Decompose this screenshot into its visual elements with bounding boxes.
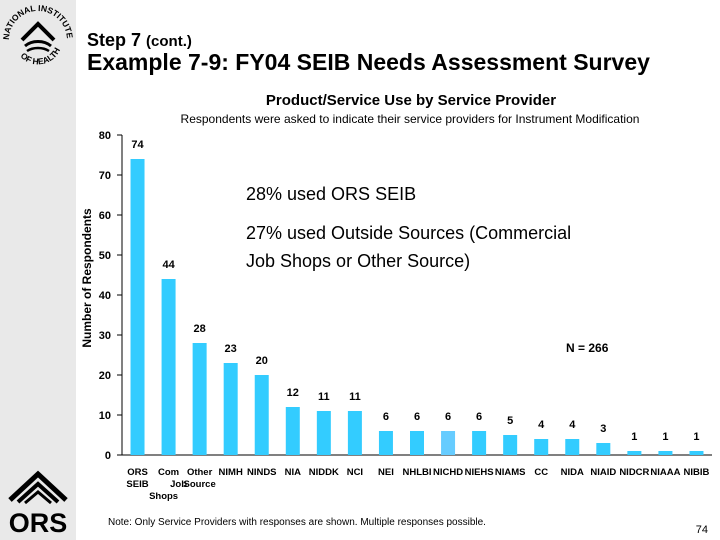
ors-logo: ORS [8,470,68,536]
x-category-label: NHLBI [402,467,431,478]
bar-value-label: 1 [631,431,637,443]
y-tick-label: 20 [99,370,111,382]
bar-value-label: 23 [225,343,237,355]
step-title: Step 7 (cont.) [87,30,192,51]
bar-value-label: 4 [569,419,576,431]
y-tick-label: 0 [105,450,111,462]
chart-subtitle: Respondents were asked to indicate their… [181,112,640,126]
bar-value-label: 11 [318,391,330,403]
x-category-label: NIA [285,467,302,478]
annotation-outside-sources-line1: 27% used Outside Sources (Commercial [246,223,572,243]
x-category-label: Com [158,467,179,478]
bar-value-label: 1 [693,431,699,443]
y-tick-label: 30 [99,330,111,342]
chart-title: Product/Service Use by Service Provider [266,92,556,109]
bar [441,431,456,455]
x-category-label: Source [184,479,216,490]
bar [596,443,611,455]
bar [689,451,704,455]
bar-value-label: 6 [476,411,482,423]
bar-value-label: 5 [507,415,513,427]
y-axis-label: Number of Respondents [80,208,94,348]
x-category-label: NIMH [219,467,243,478]
bar [472,431,487,455]
bar [130,159,145,455]
annotation-outside-sources-line2: Job Shops or Other Source) [246,251,471,271]
x-category-label: ORS [127,467,148,478]
bar [254,375,269,455]
bar [627,451,642,455]
bar [565,439,580,455]
sample-size-label: N = 266 [566,341,609,355]
y-tick-label: 70 [99,170,111,182]
annotation-ors-seib: 28% used ORS SEIB [246,184,417,204]
step-label: Step 7 [87,30,142,50]
bar-value-label: 74 [131,139,144,151]
bar [347,411,362,455]
bar [161,279,176,455]
x-category-label: NIEHS [465,467,494,478]
x-category-label: NICHD [433,467,463,478]
bar-value-label: 28 [194,323,206,335]
x-category-label: NIDDK [309,467,339,478]
y-tick-label: 50 [99,250,111,262]
bar-value-label: 11 [349,391,361,403]
x-category-label: NEI [378,467,394,478]
bar-value-label: 3 [600,423,606,435]
bar [192,343,207,455]
bar [503,435,518,455]
footnote: Note: Only Service Providers with respon… [108,517,486,528]
bar [410,431,424,455]
x-category-label: Other [187,467,213,478]
x-category-label: NIDCR [619,467,649,478]
bar [378,431,393,455]
bar-value-label: 20 [256,355,268,367]
x-category-label: NCI [347,467,363,478]
x-category-label: Job [170,479,187,490]
bar [285,407,300,455]
bar-value-label: 12 [287,387,299,399]
x-category-label: NINDS [247,467,277,478]
bar [316,411,331,455]
page-number: 74 [696,524,708,536]
x-category-label: Shops [149,491,178,502]
x-category-label: SEIB [126,479,148,490]
left-sidebar-band [0,0,76,540]
x-category-label: NIAMS [495,467,526,478]
y-tick-label: 10 [99,410,111,422]
slide-title: Example 7-9: FY04 SEIB Needs Assessment … [87,49,650,75]
y-tick-label: 40 [99,290,111,302]
nih-logo: NATIONAL INSTITUTES OF HEALTH [0,0,75,67]
bar-value-label: 44 [162,259,175,271]
y-tick-label: 80 [99,130,111,142]
bar [534,439,549,455]
step-suffix: (cont.) [146,33,192,50]
bar-value-label: 6 [383,411,389,423]
x-category-label: CC [534,467,548,478]
plot-area: 0102030405060708074ORSSEIB44ComJobShops2… [99,130,712,502]
bar-value-label: 4 [538,419,545,431]
x-category-label: NIDA [561,467,584,478]
bar-value-label: 1 [662,431,668,443]
x-category-label: NIBIB [684,467,710,478]
bar-value-label: 6 [414,411,420,423]
x-category-label: NIAID [590,467,616,478]
bar [223,363,238,455]
y-tick-label: 60 [99,210,111,222]
x-category-label: NIAAA [650,467,680,478]
bar [658,451,673,455]
bar-value-label: 6 [445,411,451,423]
svg-text:ORS: ORS [9,508,68,536]
